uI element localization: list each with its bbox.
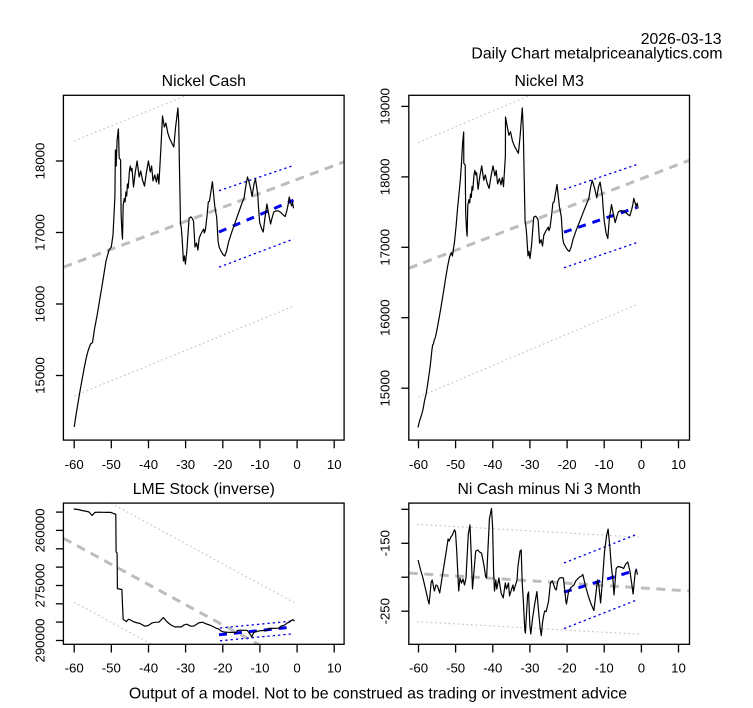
svg-text:18000: 18000 bbox=[32, 143, 47, 180]
svg-text:Ni Cash minus Ni 3 Month: Ni Cash minus Ni 3 Month bbox=[457, 481, 641, 498]
svg-text:-50: -50 bbox=[446, 661, 465, 676]
svg-text:-20: -20 bbox=[558, 457, 577, 472]
svg-text:10: 10 bbox=[671, 457, 686, 472]
svg-text:-250: -250 bbox=[378, 598, 393, 624]
svg-text:17000: 17000 bbox=[32, 214, 47, 251]
svg-text:19000: 19000 bbox=[378, 88, 393, 125]
svg-text:Output of a model. Not to be c: Output of a model. Not to be construed a… bbox=[129, 685, 627, 702]
svg-text:-60: -60 bbox=[409, 457, 428, 472]
svg-text:15000: 15000 bbox=[32, 357, 47, 394]
svg-text:10: 10 bbox=[327, 661, 342, 676]
svg-text:290000: 290000 bbox=[32, 618, 47, 662]
svg-text:-30: -30 bbox=[176, 457, 195, 472]
svg-text:260000: 260000 bbox=[32, 508, 47, 552]
svg-text:-40: -40 bbox=[483, 457, 502, 472]
svg-text:-20: -20 bbox=[558, 661, 577, 676]
svg-text:10: 10 bbox=[327, 457, 342, 472]
svg-text:16000: 16000 bbox=[378, 299, 393, 336]
svg-text:-30: -30 bbox=[520, 661, 539, 676]
svg-text:16000: 16000 bbox=[32, 286, 47, 323]
svg-text:-30: -30 bbox=[176, 661, 195, 676]
svg-text:-50: -50 bbox=[446, 457, 465, 472]
svg-text:Daily Chart metalpriceanalytic: Daily Chart metalpriceanalytics.com bbox=[471, 45, 722, 62]
svg-text:-10: -10 bbox=[250, 661, 269, 676]
svg-text:-20: -20 bbox=[213, 457, 232, 472]
svg-text:LME Stock (inverse): LME Stock (inverse) bbox=[133, 481, 275, 498]
svg-text:-40: -40 bbox=[139, 661, 158, 676]
svg-text:15000: 15000 bbox=[378, 370, 393, 407]
svg-text:-40: -40 bbox=[139, 457, 158, 472]
svg-text:0: 0 bbox=[638, 457, 645, 472]
svg-text:-50: -50 bbox=[102, 457, 121, 472]
svg-text:Nickel Cash: Nickel Cash bbox=[162, 73, 246, 90]
svg-text:10: 10 bbox=[671, 661, 686, 676]
svg-text:-150: -150 bbox=[378, 530, 393, 556]
svg-text:-30: -30 bbox=[520, 457, 539, 472]
svg-text:2026-03-13: 2026-03-13 bbox=[641, 31, 722, 48]
svg-text:-40: -40 bbox=[483, 661, 502, 676]
svg-text:275000: 275000 bbox=[32, 563, 47, 607]
svg-text:-60: -60 bbox=[65, 661, 84, 676]
svg-text:0: 0 bbox=[293, 457, 300, 472]
svg-text:-10: -10 bbox=[595, 457, 614, 472]
svg-text:-10: -10 bbox=[250, 457, 269, 472]
svg-text:-60: -60 bbox=[65, 457, 84, 472]
svg-text:Nickel M3: Nickel M3 bbox=[515, 73, 585, 90]
svg-text:-20: -20 bbox=[213, 661, 232, 676]
svg-text:17000: 17000 bbox=[378, 229, 393, 266]
svg-text:0: 0 bbox=[293, 661, 300, 676]
svg-text:0: 0 bbox=[638, 661, 645, 676]
svg-text:-50: -50 bbox=[102, 661, 121, 676]
svg-text:18000: 18000 bbox=[378, 159, 393, 196]
svg-text:-60: -60 bbox=[409, 661, 428, 676]
svg-text:-10: -10 bbox=[595, 661, 614, 676]
